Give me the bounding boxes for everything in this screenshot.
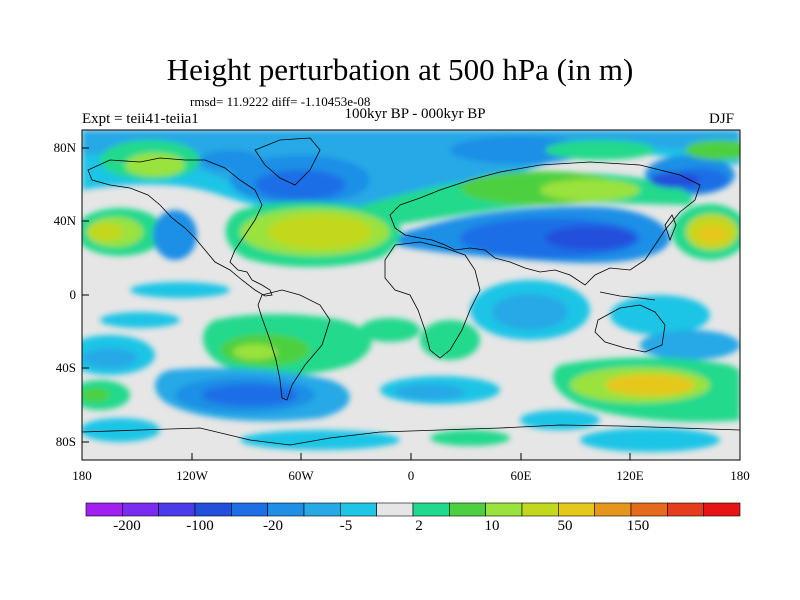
colorbar-swatch: [521, 502, 559, 517]
colorbar-label: -200: [113, 518, 141, 534]
colorbar-swatch: [449, 502, 486, 517]
colorbar-swatch: [267, 502, 305, 517]
colorbar-swatch: [667, 502, 704, 517]
lon-tick-label: 0: [407, 468, 415, 483]
lat-tick-label: 80N: [53, 140, 76, 155]
lat-tick-label: 40S: [55, 360, 76, 375]
colorbar-swatch: [412, 502, 450, 517]
lon-tick-label: 60E: [510, 468, 532, 483]
colorbar-swatch: [303, 502, 341, 517]
experiment-label: Expt = teii41-teiia1: [82, 111, 199, 127]
colorbar-swatch: [340, 502, 377, 517]
colorbar-swatch: [558, 502, 595, 517]
height-field: [82, 130, 740, 460]
lon-tick-label: 180: [72, 468, 92, 483]
colorbar: [85, 502, 741, 517]
season-label: DJF: [709, 111, 735, 127]
colorbar-swatch: [231, 502, 268, 517]
lat-tick-label: 80S: [55, 434, 76, 449]
lon-tick-label: 120E: [616, 468, 644, 483]
plot-title: Height perturbation at 500 hPa (in m): [166, 52, 634, 87]
colorbar-swatch: [158, 502, 196, 517]
lat-tick-label: 40N: [53, 213, 76, 228]
colorbar-label: 2: [415, 518, 423, 534]
colorbar-label: -100: [186, 518, 214, 534]
colorbar-swatch: [85, 502, 123, 517]
colorbar-swatch: [122, 502, 159, 517]
colorbar-label: 150: [626, 518, 650, 534]
colorbar-label: -20: [263, 518, 283, 534]
colorbar-label: 10: [484, 518, 500, 534]
colorbar-swatch: [703, 502, 741, 517]
lon-tick-label: 180: [730, 468, 750, 483]
colorbar-label: 50: [557, 518, 573, 534]
colorbar-label: -5: [339, 518, 353, 534]
colorbar-swatch: [594, 502, 632, 517]
axis-ticks: [81, 147, 741, 460]
stats-line: rmsd= 11.9222 diff= -1.10453e-08: [190, 94, 371, 109]
colorbar-swatch: [630, 502, 668, 517]
colorbar-swatch: [485, 502, 523, 517]
colorbar-swatch: [194, 502, 232, 517]
lon-tick-label: 120W: [176, 468, 208, 483]
lat-tick-label: 0: [69, 287, 77, 302]
coastlines: [82, 137, 740, 446]
plot-subtitle: 100kyr BP - 000kyr BP: [344, 106, 486, 122]
colorbar-swatch: [376, 502, 414, 517]
lon-tick-label: 60W: [288, 468, 314, 483]
